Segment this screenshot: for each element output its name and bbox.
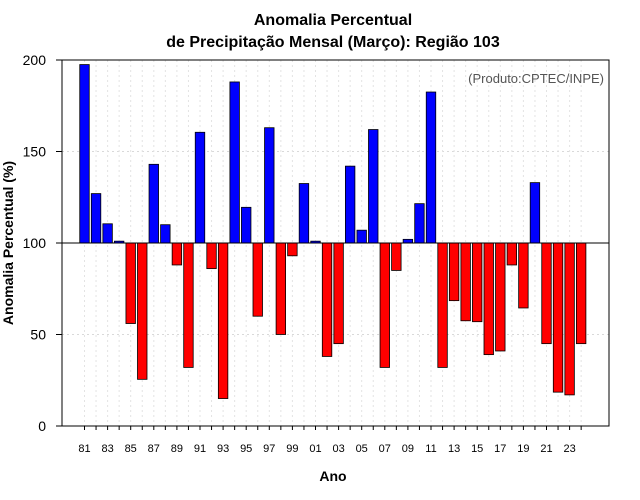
bar-92	[206, 242, 217, 270]
x-tick-label: 21	[540, 443, 552, 455]
bar-08	[391, 242, 402, 271]
bar-06	[368, 129, 379, 244]
x-tick-label: 03	[332, 443, 344, 455]
bar-85	[125, 242, 136, 324]
credit-label: (Produto:CPTEC/INPE)	[468, 71, 604, 86]
y-axis-label: Anomalia Percentual (%)	[0, 161, 16, 325]
bar-10	[414, 203, 425, 244]
x-axis-label: Ano	[319, 468, 346, 484]
chart-title: Anomalia Percentual	[254, 12, 412, 29]
bar-17	[495, 242, 506, 352]
bar-13	[448, 242, 460, 302]
bar-87	[148, 163, 159, 244]
bar-95	[241, 206, 252, 244]
bar-05	[356, 229, 367, 244]
x-tick-label: 97	[263, 443, 275, 455]
bar-93	[217, 242, 229, 399]
bar-89	[171, 242, 183, 266]
bar-12	[437, 242, 448, 368]
x-tick-label: 85	[125, 443, 137, 455]
x-tick-label: 17	[494, 443, 506, 455]
bar-09	[402, 238, 414, 244]
x-tick-label: 87	[148, 443, 160, 455]
bar-18	[506, 242, 518, 266]
chart-subtitle: de Precipitação Mensal (Março): Região 1…	[166, 34, 500, 51]
bar-86	[137, 242, 148, 380]
bar-91	[194, 131, 206, 244]
x-tick-label: 91	[194, 443, 206, 455]
x-tick-label: 93	[217, 443, 229, 455]
y-tick-label: 200	[23, 52, 47, 68]
bar-94	[229, 81, 240, 244]
y-tick-label: 100	[23, 235, 47, 251]
bar-98	[275, 242, 287, 335]
x-tick-label: 95	[240, 443, 252, 455]
x-axis: 81 83 85 87 89 91 93 95 97 99 01 03 05 07 09 11 13 15 17 19…	[78, 426, 582, 455]
y-axis: 0 50 100 150 200	[23, 52, 62, 434]
bar-22	[552, 242, 564, 393]
bar-07	[379, 242, 390, 368]
bar-21	[541, 242, 552, 345]
x-tick-label: 99	[286, 443, 298, 455]
bar-96	[252, 242, 263, 317]
y-tick-label: 50	[30, 327, 46, 343]
bar-88	[160, 224, 171, 244]
bar-00	[298, 183, 310, 244]
x-tick-label: 23	[563, 443, 575, 455]
x-tick-label: 81	[78, 443, 90, 455]
x-tick-label: 13	[448, 443, 460, 455]
bar-97	[264, 127, 275, 244]
bar-03	[333, 242, 344, 345]
bar-23	[564, 242, 575, 396]
x-tick-label: 89	[171, 443, 183, 455]
bar-16	[483, 242, 494, 356]
bar-99	[287, 242, 298, 257]
x-tick-label: 15	[471, 443, 483, 455]
bar-83	[102, 223, 113, 244]
bar-82	[90, 193, 102, 244]
bar-04	[344, 165, 356, 244]
bar-24	[576, 242, 587, 345]
x-tick-label: 01	[309, 443, 321, 455]
bar-14	[460, 242, 471, 322]
bar-15	[472, 242, 483, 323]
bar-11	[425, 91, 437, 244]
x-tick-label: 05	[356, 443, 368, 455]
bar-81	[79, 64, 90, 244]
bar-90	[183, 242, 194, 368]
x-tick-label: 07	[379, 443, 391, 455]
x-tick-label: 09	[402, 443, 414, 455]
bars	[79, 64, 587, 399]
x-tick-label: 19	[517, 443, 529, 455]
bar-20	[529, 182, 541, 244]
bar-02	[321, 242, 333, 357]
bar-19	[518, 242, 529, 309]
x-tick-label: 83	[101, 443, 113, 455]
y-tick-label: 150	[23, 144, 47, 160]
y-tick-label: 0	[38, 418, 46, 434]
x-tick-label: 11	[425, 443, 436, 455]
